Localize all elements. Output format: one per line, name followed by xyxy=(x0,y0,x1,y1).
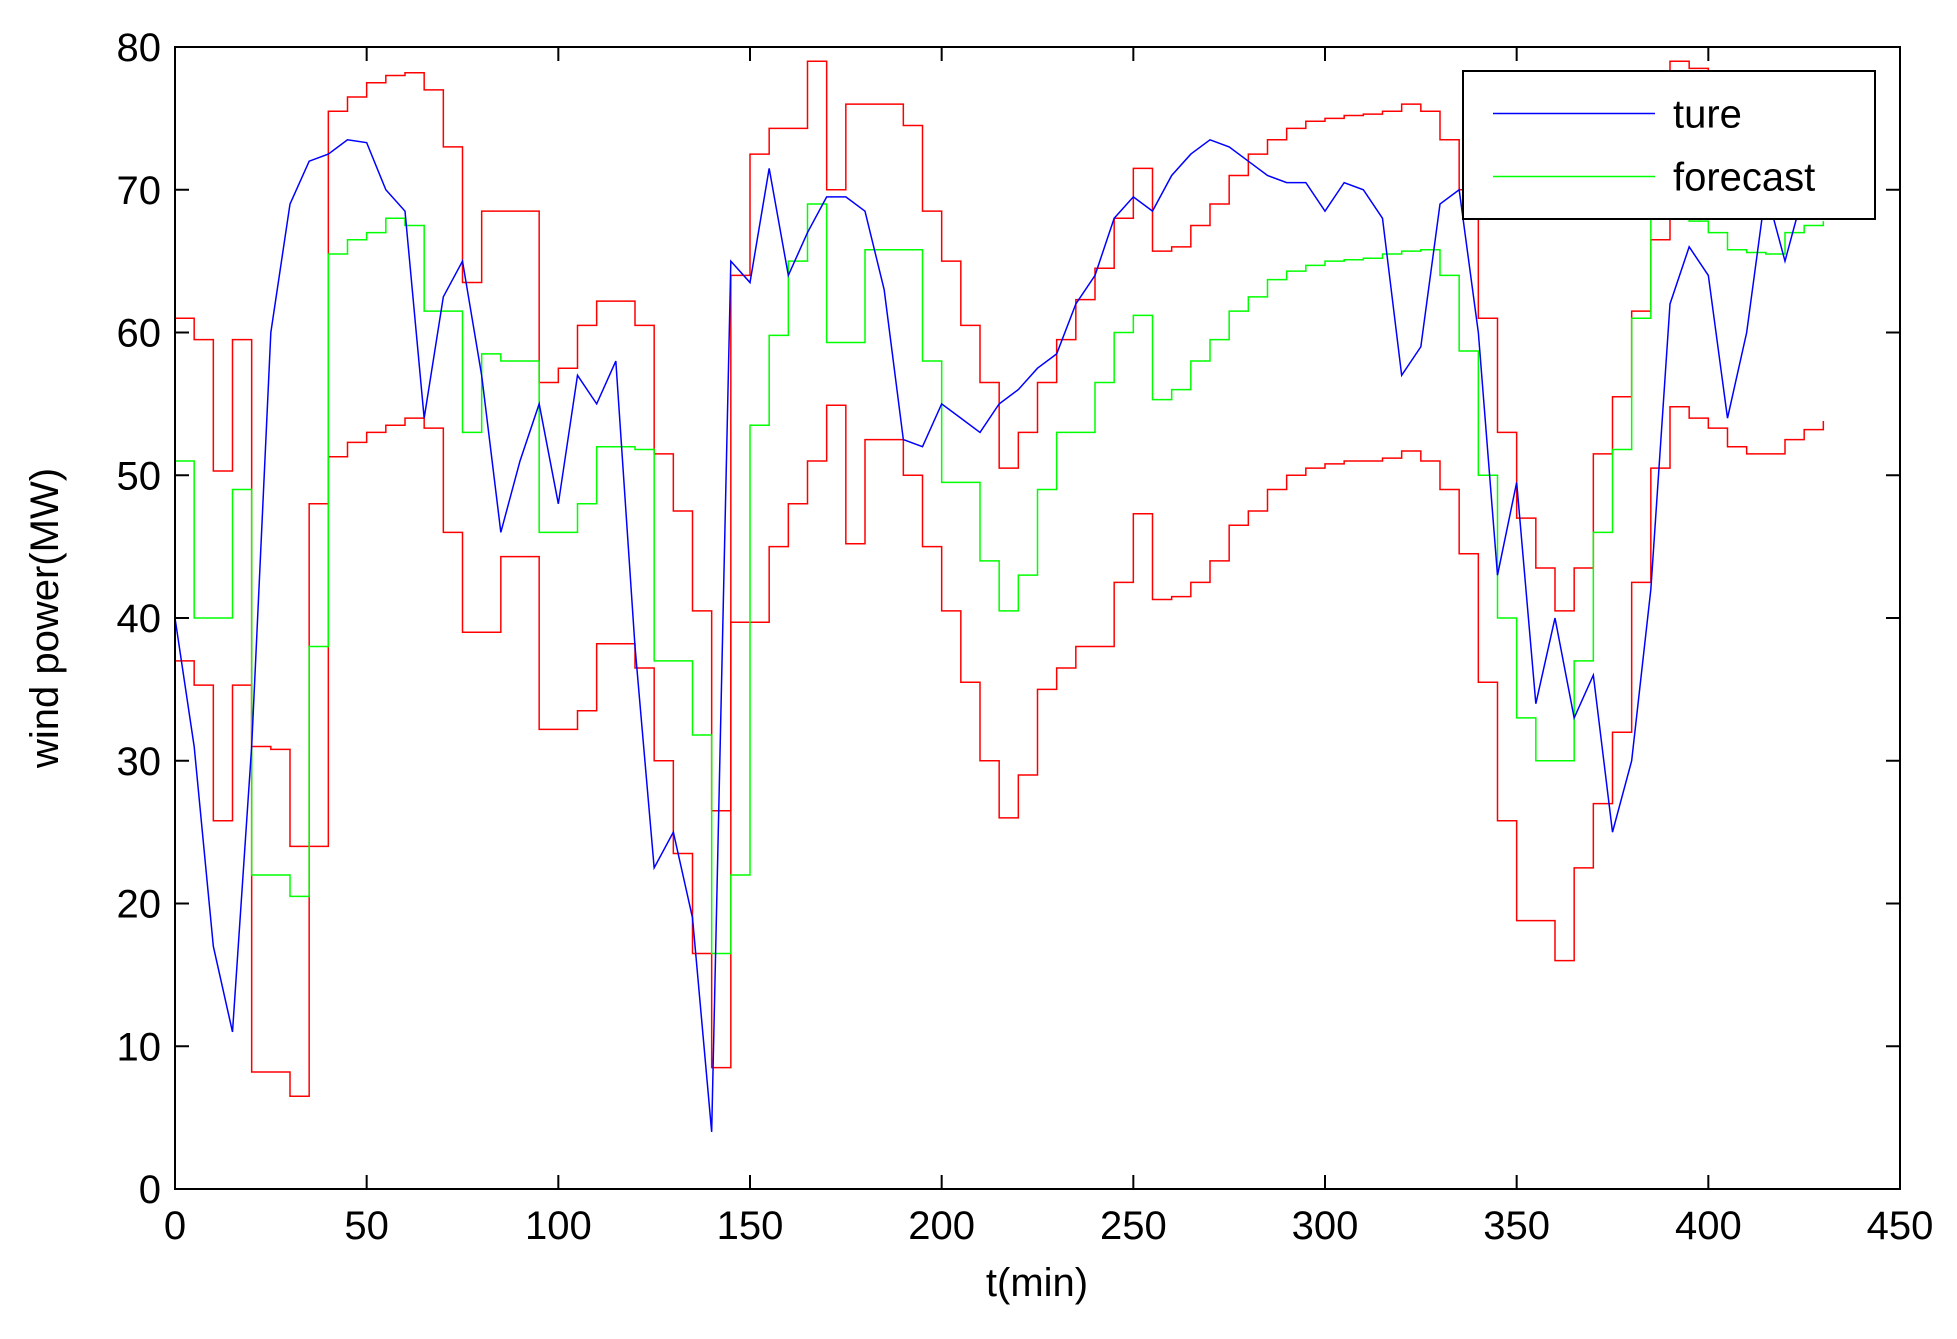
x-tick-label: 350 xyxy=(1483,1204,1550,1248)
legend: ture forecast xyxy=(1462,70,1876,220)
y-tick-label: 70 xyxy=(117,169,162,213)
x-axis-label: t(min) xyxy=(986,1261,1088,1305)
plot-frame xyxy=(174,46,1901,1190)
y-tick-label: 0 xyxy=(139,1168,161,1212)
x-tick-label: 100 xyxy=(525,1204,592,1248)
y-tick-label: 80 xyxy=(117,26,162,70)
data-line xyxy=(175,404,1825,1069)
x-tick-label: 300 xyxy=(1292,1204,1359,1248)
x-tick-label: 250 xyxy=(1100,1204,1167,1248)
y-tick-label: 30 xyxy=(117,740,162,784)
x-tick-label: 0 xyxy=(164,1204,186,1248)
legend-label: ture xyxy=(1673,93,1742,137)
data-line xyxy=(175,60,1824,1097)
x-tick-label: 450 xyxy=(1867,1204,1934,1248)
y-tick-label: 10 xyxy=(117,1025,162,1069)
x-tick-label: 400 xyxy=(1675,1204,1742,1248)
data-line xyxy=(175,196,1825,955)
y-tick-label: 50 xyxy=(117,454,162,498)
x-tick-label: 200 xyxy=(908,1204,975,1248)
legend-box xyxy=(1462,70,1876,220)
x-tick-label: 50 xyxy=(344,1204,389,1248)
x-tick-label: 150 xyxy=(717,1204,784,1248)
y-tick-label: 60 xyxy=(117,312,162,356)
data-line xyxy=(174,138,1824,1132)
legend-label: forecast xyxy=(1673,156,1815,200)
y-tick-label: 40 xyxy=(117,597,162,641)
y-axis-label: wind power(MW) xyxy=(23,468,67,769)
y-tick-label: 20 xyxy=(117,883,162,927)
